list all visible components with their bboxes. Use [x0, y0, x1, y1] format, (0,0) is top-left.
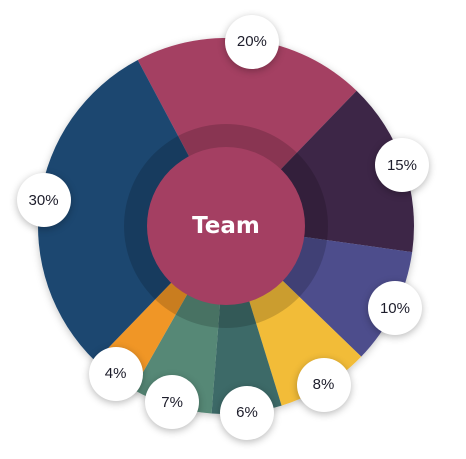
- slice-percent-label: 4%: [88, 346, 143, 401]
- slice-percent-label: 30%: [16, 173, 71, 228]
- pie-slice: [38, 60, 226, 362]
- center-label: Team: [192, 213, 260, 239]
- slice-percent-label: 8%: [296, 357, 351, 412]
- slice-percent-label: 20%: [224, 14, 279, 69]
- slice-percent-label: 6%: [219, 385, 274, 440]
- center-hub: [147, 147, 305, 305]
- slice-percent-label: 10%: [367, 281, 422, 336]
- pie-slice: [137, 38, 357, 227]
- slice-percent-label: 7%: [145, 375, 200, 430]
- slice-percent-label: 15%: [374, 138, 429, 193]
